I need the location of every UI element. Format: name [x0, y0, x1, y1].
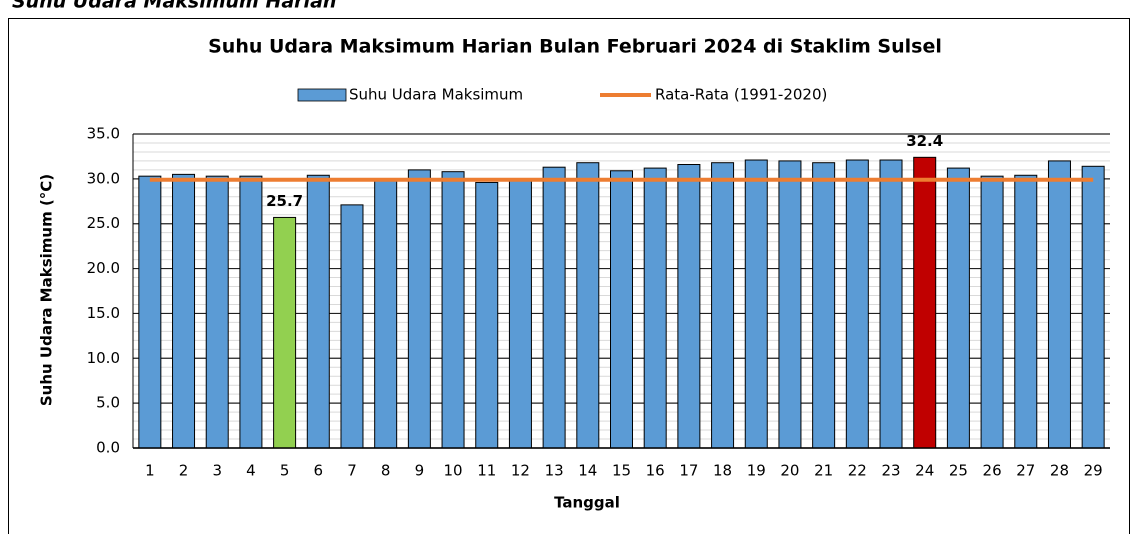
y-tick-label: 0.0: [96, 439, 120, 457]
x-tick-label: 10: [444, 462, 463, 480]
y-axis-label: Suhu Udara Maksimum (°C): [38, 174, 56, 406]
bar: [239, 175, 263, 449]
bar: [172, 173, 196, 449]
x-tick-label: 4: [246, 462, 256, 480]
legend-swatch: [297, 88, 347, 102]
x-tick-label: 23: [881, 462, 900, 480]
bar: [441, 171, 465, 449]
bar: [273, 216, 297, 449]
x-tick-label: 7: [347, 462, 357, 480]
bar: [508, 178, 532, 449]
x-tick-label: 20: [780, 462, 799, 480]
bar: [677, 164, 701, 449]
x-tick-label: 25: [949, 462, 968, 480]
bar: [778, 160, 802, 449]
bar: [576, 162, 600, 449]
bar: [205, 175, 229, 449]
x-tick-label: 28: [1050, 462, 1069, 480]
bar: [913, 156, 937, 449]
y-tick-label: 15.0: [87, 304, 120, 322]
bar: [1047, 160, 1071, 449]
x-tick-label: 12: [511, 462, 530, 480]
bar: [845, 159, 869, 449]
data-label: 25.7: [266, 192, 303, 210]
x-tick-label: 1: [145, 462, 155, 480]
x-tick-label: 13: [545, 462, 564, 480]
x-tick-label: 5: [280, 462, 290, 480]
y-tick-label: 35.0: [87, 125, 120, 143]
y-tick-label: 25.0: [87, 214, 120, 232]
bar: [946, 167, 970, 449]
bar: [475, 181, 499, 449]
legend-label: Suhu Udara Maksimum: [349, 86, 523, 104]
bar: [610, 170, 633, 449]
x-tick-label: 27: [1016, 462, 1035, 480]
bar: [711, 162, 735, 449]
y-tick-label: 5.0: [96, 394, 120, 412]
bar: [643, 167, 667, 449]
x-tick-label: 19: [747, 462, 766, 480]
x-tick-label: 24: [915, 462, 934, 480]
data-label: 32.4: [906, 132, 943, 150]
x-tick-label: 15: [612, 462, 631, 480]
bar: [306, 174, 330, 449]
bar: [374, 178, 398, 449]
x-tick-label: 14: [578, 462, 597, 480]
x-tick-label: 2: [179, 462, 189, 480]
y-tick-label: 30.0: [87, 169, 120, 187]
y-tick-label: 10.0: [87, 349, 120, 367]
x-tick-label: 8: [381, 462, 391, 480]
x-tick-label: 6: [314, 462, 324, 480]
bar: [879, 159, 903, 449]
bar: [542, 166, 566, 449]
bar: [1014, 174, 1038, 449]
x-tick-label: 26: [983, 462, 1002, 480]
bar: [980, 175, 1004, 449]
bar: [138, 175, 162, 449]
x-tick-label: 18: [713, 462, 732, 480]
x-tick-label: 22: [848, 462, 867, 480]
x-tick-label: 21: [814, 462, 833, 480]
x-axis-label: Tanggal: [554, 494, 620, 512]
bar: [1081, 165, 1105, 449]
x-tick-label: 16: [646, 462, 665, 480]
bar: [407, 169, 431, 449]
chart-title: Suhu Udara Maksimum Harian Bulan Februar…: [208, 36, 942, 58]
x-tick-label: 11: [477, 462, 496, 480]
x-tick-label: 9: [415, 462, 425, 480]
y-tick-label: 20.0: [87, 259, 120, 277]
page-heading: Suhu Udara Maksimum Harian: [12, 0, 336, 13]
bar: [340, 204, 364, 449]
x-tick-label: 29: [1084, 462, 1103, 480]
x-tick-label: 17: [679, 462, 698, 480]
bar: [812, 162, 836, 449]
x-tick-label: 3: [212, 462, 222, 480]
legend-label: Rata-Rata (1991-2020): [655, 86, 827, 104]
bar: [744, 159, 768, 449]
